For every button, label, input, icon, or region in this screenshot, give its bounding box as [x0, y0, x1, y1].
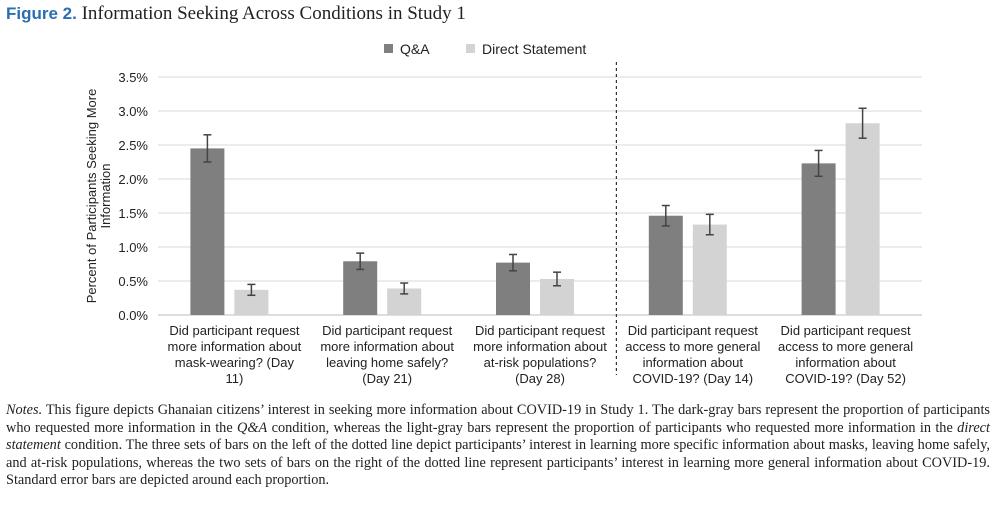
- x-tick-label: Did participant request more information …: [168, 323, 302, 386]
- notes-direct: direct statement: [6, 419, 990, 454]
- legend-swatch: [384, 44, 393, 53]
- bar-chart: 0.0% 0.5% 1.0% 1.5% 2.0% 2.5% 3.0% 3.5% Percent …: [84, 41, 922, 386]
- figure-title: Figure 2. Information Seeking Across Con…: [6, 3, 466, 25]
- y-axis-label: Percent of Participants Seeking MoreInfo…: [84, 89, 113, 304]
- legend-label: Q&A: [400, 41, 430, 57]
- y-tick-label: 0.0%: [118, 308, 148, 323]
- bar: [343, 261, 378, 315]
- notes-text-3: condition. The three sets of bars on the…: [6, 437, 990, 489]
- y-tick-label: 2.5%: [118, 138, 148, 153]
- y-tick-label: 0.5%: [118, 274, 148, 289]
- bar: [801, 163, 836, 315]
- bar: [845, 123, 880, 316]
- x-tick-label: Did participant request access to more ge…: [778, 323, 913, 386]
- x-tick-label: Did participant request more information …: [320, 323, 454, 386]
- y-tick-label: 1.5%: [118, 206, 148, 221]
- notes-lead: Notes.: [6, 402, 43, 418]
- notes-qa: Q&A: [237, 419, 268, 436]
- bar: [692, 224, 727, 315]
- y-tick-label: 1.0%: [118, 240, 148, 255]
- notes-text-2: condition, whereas the light-gray bars r…: [267, 419, 958, 436]
- legend-label: Direct Statement: [482, 41, 586, 57]
- figure-notes: Notes. This figure depicts Ghanaian citi…: [6, 402, 990, 490]
- y-tick-label: 3.5%: [118, 70, 148, 85]
- x-tick-label: Did participant request more information …: [473, 323, 607, 386]
- y-tick-label: 3.0%: [118, 104, 148, 119]
- figure-title-text: Information Seeking Across Conditions in…: [81, 3, 466, 24]
- y-tick-label: 2.0%: [118, 172, 148, 187]
- legend-swatch: [466, 44, 475, 53]
- notes-text-1: This figure depicts Ghanaian citizens’ i…: [6, 402, 990, 436]
- x-tick-label: Did participant request access to more ge…: [625, 323, 760, 386]
- figure-label: Figure 2.: [6, 4, 77, 23]
- bar: [648, 215, 683, 315]
- bar: [190, 148, 225, 315]
